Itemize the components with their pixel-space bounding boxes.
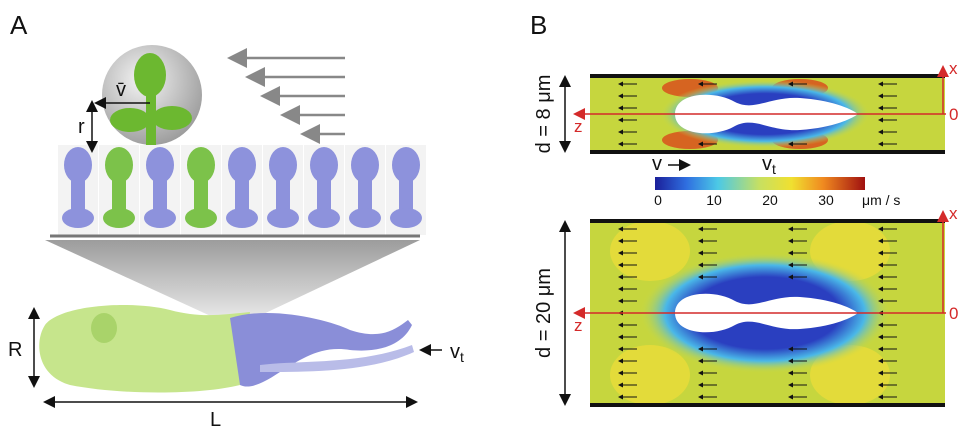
receptor — [62, 208, 94, 228]
flow-label: v — [652, 153, 662, 175]
origin-label: 0 — [949, 105, 958, 124]
receptor — [144, 208, 176, 228]
label-sub: t — [772, 161, 776, 177]
receptor — [112, 175, 126, 210]
receptor — [194, 175, 208, 210]
receptor — [399, 175, 413, 210]
top-channel: d = 8 μm z x 0 — [533, 59, 958, 153]
receptor — [390, 208, 422, 228]
colorbar-tick-label: 0 — [654, 192, 662, 208]
receptor — [71, 175, 85, 210]
cell-body — [39, 305, 250, 393]
flow-arrows — [232, 58, 345, 134]
receptor — [235, 175, 249, 210]
nucleus — [91, 313, 117, 343]
terminal-label: vt — [762, 153, 776, 177]
x-label: x — [949, 204, 958, 223]
colorbar — [655, 177, 865, 190]
receptor — [226, 208, 258, 228]
receptor-layer — [58, 145, 426, 235]
cell-length-label: L — [210, 409, 221, 430]
panel-label: A — [10, 10, 28, 40]
colorbar-unit: μm / s — [862, 192, 900, 208]
label-main: v — [450, 341, 460, 363]
colorbar-tick-label: 10 — [706, 192, 722, 208]
colorbar-ticks: 0 10 20 30 — [654, 192, 834, 208]
width-label: d = 8 μm — [533, 75, 555, 154]
cell-radius-label: R — [8, 339, 22, 361]
receptor — [276, 175, 290, 210]
receptor — [349, 208, 381, 228]
receptor — [308, 208, 340, 228]
label-sub: t — [460, 349, 464, 365]
radius-label: r — [78, 116, 85, 138]
flagellum — [230, 313, 412, 387]
width-label: d = 20 μm — [533, 268, 555, 358]
receptor — [185, 208, 217, 228]
x-label: x — [949, 59, 958, 78]
panel-label: B — [530, 10, 547, 40]
label-main: v — [762, 153, 772, 175]
receptor — [153, 175, 167, 210]
z-label: z — [574, 117, 583, 136]
receptor — [103, 208, 135, 228]
figure: A v̄ r R L vt B d = 8 μmzx0 d = 20 μmzx0… — [0, 0, 959, 430]
receptor — [267, 208, 299, 228]
origin-label: 0 — [949, 304, 958, 323]
z-label: z — [574, 316, 583, 335]
velocity-label: v̄ — [116, 79, 126, 101]
colorbar-tick-label: 20 — [762, 192, 778, 208]
bottom-channel: d = 20 μm z x 0 — [533, 204, 958, 405]
receptor — [317, 175, 331, 210]
terminal-velocity-label: vt — [450, 341, 464, 365]
receptor — [358, 175, 372, 210]
colorbar-tick-label: 30 — [818, 192, 834, 208]
